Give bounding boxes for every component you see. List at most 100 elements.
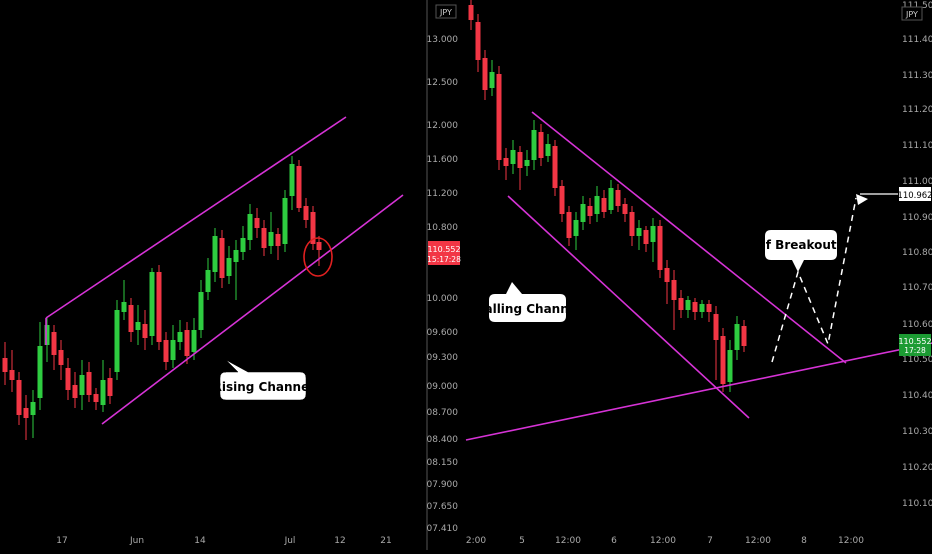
candle-body: [482, 58, 488, 90]
candle-body: [559, 186, 565, 214]
candle-body: [615, 190, 621, 206]
candle-body: [30, 402, 36, 415]
right-y-tick-label: 111.300: [902, 71, 932, 81]
candle-body: [671, 280, 677, 300]
candle-body: [184, 330, 190, 356]
candle-body: [636, 228, 642, 236]
rising-channel-label: Rising Channel: [213, 380, 314, 394]
candle-body: [289, 164, 295, 196]
right-price-tag-value: 110.552: [898, 337, 931, 346]
candle-body: [650, 226, 656, 242]
if-breakout-label: If Breakout: [761, 238, 837, 252]
candle-body: [727, 350, 733, 382]
candle-body: [51, 332, 57, 355]
right-currency-label: JPY: [905, 10, 918, 19]
x-tick-label: 21: [380, 536, 391, 546]
candle-body: [566, 212, 572, 238]
candle-body: [58, 350, 64, 365]
candle-body: [226, 258, 232, 276]
candle-body: [496, 74, 502, 160]
candle-body: [205, 270, 211, 292]
candle-body: [475, 22, 481, 60]
x-tick-label: 5: [519, 536, 525, 546]
right-y-tick-label: 110.600: [902, 320, 932, 330]
candle-body: [156, 272, 162, 342]
right-y-tick-label: 111.000: [902, 177, 932, 187]
y-tick-label: 113.000: [426, 35, 458, 45]
target-tag-box: [899, 187, 931, 201]
candle-body: [121, 302, 127, 312]
x-tick-label: 8: [801, 536, 807, 546]
rising-channel-chart: Rising Channel 17 Jun 14 Jul 12 21: [2, 116, 404, 546]
x-tick-label: 17: [56, 536, 67, 546]
x-tick-label: 12: [334, 536, 345, 546]
candle-body: [734, 324, 740, 350]
x-tick-label: 12:00: [745, 536, 771, 546]
candle-body: [573, 220, 579, 236]
candle-body: [72, 385, 78, 398]
candle-body: [310, 212, 316, 244]
candle-body: [86, 372, 92, 395]
x-tick-label: 14: [194, 536, 206, 546]
candle-body: [608, 188, 614, 210]
right-price-tag-countdown: 17:28: [904, 346, 926, 355]
left-chart-panel: Rising Channel 17 Jun 14 Jul 12 21: [0, 0, 426, 550]
left-candles: [2, 156, 322, 440]
candle-body: [741, 326, 747, 346]
candle-body: [268, 232, 274, 246]
y-tick-label: 112.000: [426, 121, 458, 131]
candle-body: [601, 198, 607, 212]
candle-body: [100, 380, 106, 405]
currency-label: JPY: [439, 8, 452, 17]
middle-y-axis: 113.000 112.500 112.000 111.600 111.200 110.8…: [421, 4, 461, 534]
right-y-axis: 111.500 111.400 111.300 111.200 111.100 111.0…: [897, 1, 932, 509]
rising-support-line: [465, 342, 932, 441]
right-y-tick-label: 110.400: [902, 391, 932, 401]
candle-body: [149, 272, 155, 336]
falling-channel-chart: Falling Channel If Breakout 113.000 112.5…: [421, 0, 932, 546]
x-tick-label: Jun: [129, 536, 144, 546]
candle-body: [692, 302, 698, 312]
right-y-tick-label: 110.700: [902, 283, 932, 293]
panel-divider: [426, 0, 428, 550]
right-y-tick-label: 111.200: [902, 105, 932, 115]
candle-body: [233, 250, 239, 262]
y-tick-label: 111.200: [426, 189, 458, 199]
candle-body: [678, 298, 684, 310]
candle-body: [247, 214, 253, 240]
falling-channel-callout: Falling Channel: [477, 282, 581, 322]
candle-body: [643, 230, 649, 244]
candle-body: [685, 300, 691, 310]
candle-body: [594, 196, 600, 214]
candle-body: [524, 160, 530, 166]
y-tick-label: 110.800: [426, 223, 458, 233]
candle-body: [65, 368, 71, 390]
right-y-tick-label: 110.100: [902, 499, 932, 509]
x-tick-label: 12:00: [838, 536, 864, 546]
candle-body: [629, 212, 635, 236]
breakout-projection-path: [771, 197, 857, 363]
right-price-tag-box: [899, 334, 931, 356]
left-price-tag-box: [428, 241, 460, 265]
y-tick-label: 110.000: [426, 294, 458, 304]
candle-body: [552, 146, 558, 188]
x-tick-label: 12:00: [555, 536, 581, 546]
rising-channel-callout: Rising Channel: [213, 359, 314, 401]
candle-body: [128, 305, 134, 332]
if-breakout-callout: If Breakout: [761, 230, 837, 272]
y-tick-label: 111.600: [426, 155, 458, 165]
candle-body: [622, 204, 628, 214]
x-tick-label: 7: [707, 536, 713, 546]
right-y-tick-label: 111.500: [902, 1, 932, 11]
falling-channel-label: Falling Channel: [477, 302, 581, 316]
candle-body: [517, 152, 523, 168]
right-chart-panel: Falling Channel If Breakout 113.000 112.5…: [421, 0, 932, 550]
x-tick-label: 6: [611, 536, 617, 546]
rising-channel-upper-line: [45, 116, 347, 319]
y-tick-label: 108.150: [426, 458, 458, 468]
target-tag-value: 110.962: [897, 191, 932, 201]
candle-body: [713, 314, 719, 340]
right-y-tick-label: 111.400: [902, 35, 932, 45]
left-price-tag-value: 110.552: [427, 245, 460, 254]
candle-body: [79, 375, 85, 395]
